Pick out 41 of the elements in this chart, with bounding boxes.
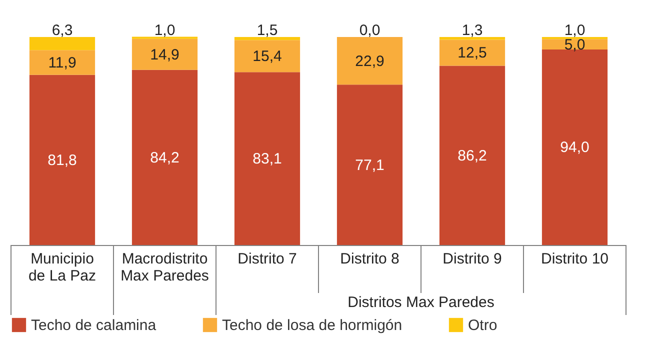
x-tick-label: Distrito 8 <box>340 250 400 268</box>
data-label: 86,2 <box>458 147 487 164</box>
data-label: 83,1 <box>252 150 282 168</box>
data-label: 94,0 <box>560 139 590 156</box>
x-tick-label: Municipio de La Paz <box>28 250 96 284</box>
bar <box>234 40 300 72</box>
x-tick-label: Distrito 9 <box>442 250 502 268</box>
bar <box>336 37 403 85</box>
x-tick-label: Distrito 10 <box>540 250 609 268</box>
bar <box>29 37 96 50</box>
legend-label: Techo de losa de hormigón <box>222 317 402 334</box>
legend-label: Otro <box>468 317 498 334</box>
data-label: 1,3 <box>462 22 483 39</box>
bar <box>234 72 300 245</box>
bar <box>439 66 506 245</box>
bar <box>132 70 198 245</box>
bar <box>234 37 300 40</box>
data-label: 84,2 <box>150 149 180 166</box>
data-label: 15,4 <box>252 48 282 66</box>
data-label: 77,1 <box>355 156 384 174</box>
x-tick-label: Macrodistrito Max Paredes <box>120 250 209 284</box>
data-label: 1,5 <box>256 22 278 39</box>
data-label: 11,9 <box>48 54 76 72</box>
bar <box>336 84 403 245</box>
data-label: 81,8 <box>48 152 77 169</box>
legend-label: Techo de calamina <box>31 317 157 334</box>
data-label: 0,0 <box>359 22 380 39</box>
bar <box>439 37 506 40</box>
data-label: 12,5 <box>458 44 487 62</box>
data-label: 22,9 <box>355 52 384 70</box>
x-tick-label: Distrito 7 <box>238 250 297 268</box>
bar <box>29 50 96 75</box>
data-label: 5,0 <box>564 36 586 54</box>
bar <box>132 38 198 70</box>
data-label: 1,0 <box>154 22 176 39</box>
bar <box>29 74 96 245</box>
data-label: 6,3 <box>52 22 73 39</box>
data-label: 1,0 <box>564 22 586 39</box>
text: Distritos Max Paredes <box>348 294 494 311</box>
bar <box>439 40 506 66</box>
data-label: 14,9 <box>150 46 180 64</box>
